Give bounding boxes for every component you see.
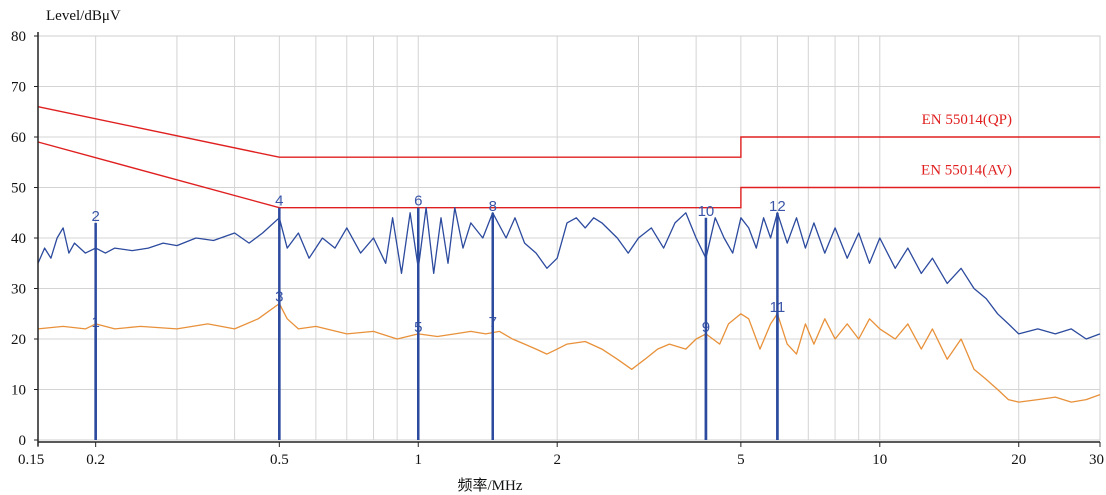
limit-line-label: EN 55014(QP) <box>922 112 1012 128</box>
series-line <box>37 207 1101 340</box>
limit-lines: EN 55014(QP) EN 55014(AV) <box>37 106 1100 209</box>
x-tick-label: 10 <box>872 452 887 468</box>
x-tick-label: 2 <box>553 452 561 468</box>
marker-label: 2 <box>91 208 99 225</box>
y-tick-label: 80 <box>11 29 26 45</box>
x-tick-label: 0.15 <box>18 452 44 468</box>
marker-label: 12 <box>769 198 786 215</box>
marker-label: 6 <box>414 193 422 210</box>
x-tick-label: 0.2 <box>86 452 105 468</box>
series-lines <box>37 207 1101 403</box>
series-line <box>37 302 1101 403</box>
x-axis-title: 频率/MHz <box>458 477 523 494</box>
markers: 123456789101112 <box>91 193 786 440</box>
limit-line <box>37 141 1100 209</box>
marker-label: 10 <box>698 203 715 220</box>
limit-line <box>37 106 1100 158</box>
x-tick-label: 20 <box>1011 452 1026 468</box>
y-tick-label: 0 <box>19 433 27 449</box>
y-tick-label: 40 <box>11 231 26 247</box>
x-tick-label: 30 <box>1089 452 1104 468</box>
y-tick-label: 20 <box>11 332 26 348</box>
y-axis-title: Level/dBμV <box>46 8 121 24</box>
x-tick-label: 1 <box>415 452 423 468</box>
x-tick-label: 0.5 <box>270 452 289 468</box>
y-tick-label: 60 <box>11 130 26 146</box>
y-tick-label: 70 <box>11 80 26 96</box>
y-tick-label: 30 <box>11 282 26 298</box>
y-tick-label: 10 <box>11 383 26 399</box>
x-tick-label: 5 <box>737 452 745 468</box>
marker-label: 4 <box>275 193 283 210</box>
limit-line-label: EN 55014(AV) <box>921 163 1012 179</box>
y-tick-label: 50 <box>11 181 26 197</box>
marker-label: 8 <box>489 198 497 215</box>
